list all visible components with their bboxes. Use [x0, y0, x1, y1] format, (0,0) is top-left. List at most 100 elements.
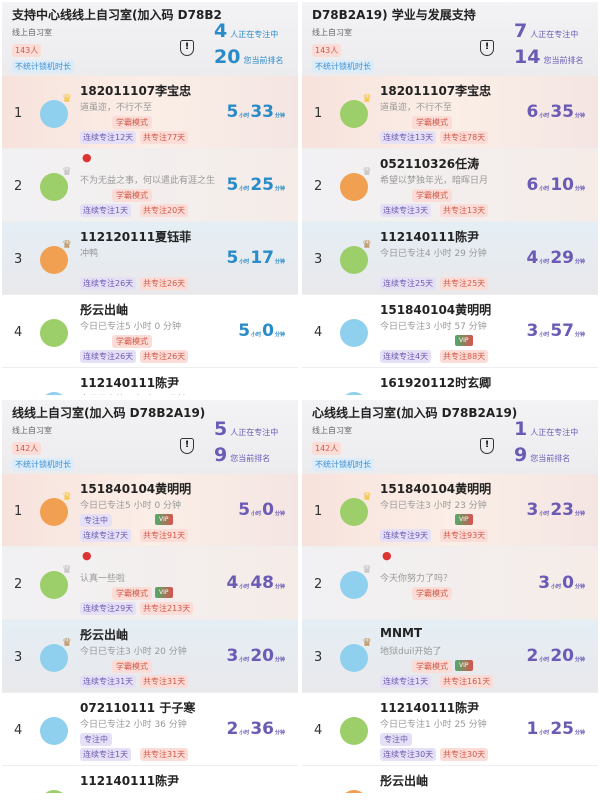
avatar[interactable] [340, 319, 368, 347]
avatar[interactable] [340, 717, 368, 745]
minute-unit: 分钟 [274, 332, 285, 338]
leaderboard-row[interactable]: 3 ♛ 112120111夏钰菲 冲鸭 连续专注26天 共专注26天 5小时17分钟 [2, 222, 298, 295]
rank-number: 1 [314, 106, 323, 121]
leaderboard-row[interactable]: 2 ♛ ● 今天你努力了吗？ 学霸模式 3小时0分钟 [302, 547, 598, 620]
tomato-icon: ● [82, 549, 92, 562]
shield-alert-icon[interactable]: ! [180, 40, 194, 56]
streak-badge: 连续专注26天 [80, 277, 137, 290]
avatar[interactable] [40, 100, 68, 128]
hours-value: 6 [526, 175, 539, 195]
leaderboard-row[interactable]: 2 ♛ 052110326任涛 希望以梦独年光，暗晖日月 学霸模式 连续专注3天 共专注13… [302, 149, 598, 222]
streak-badge: 连续专注25天 [380, 277, 437, 290]
leaderboard-row[interactable]: 4 151840104黄明明 今日已专注3 小时 57 分钟 VIP 连续专注4天 共专注… [302, 295, 598, 368]
user-status: 今日已专注5 小时 0 分钟 [80, 501, 182, 511]
my-rank: 9 您当前排名 [514, 444, 570, 466]
crown-icon: ♛ [62, 636, 72, 649]
leaderboard-row[interactable]: 1 ♛ 182011107李宝忠 道虽迩，不行不至 学霸模式 连续专注13天 共专注78天 6… [302, 76, 598, 149]
user-status: 今日已专注4 小时 29 分钟 [380, 249, 487, 259]
leaderboard-row[interactable]: 5彤云出岫 [302, 766, 598, 793]
leaderboard-row[interactable]: 4 彤云出岫 今日已专注5 小时 0 分钟 学霸模式 连续专注26天 共专注26天 5小时0… [2, 295, 298, 368]
member-count-badge[interactable]: 143人 [12, 44, 42, 57]
vip-badge: VIP [155, 514, 173, 525]
leaderboard-row[interactable]: 1 ♛ 151840104黄明明 今日已专注3 小时 23 分钟 VIP 连续专注9天 共专… [302, 474, 598, 547]
minute-unit: 分钟 [274, 186, 285, 192]
user-status: 道虽迩，不行不至 [380, 103, 453, 113]
shield-alert-icon[interactable]: ! [180, 438, 194, 454]
leaderboard-row[interactable]: 1 ♛ 182011107李宝忠 道虽迩，不行不至 学霸模式 连续专注12天 共专注77天 5… [2, 76, 298, 149]
leaderboard-row[interactable]: 3 ♛ 112140111陈尹 今日已专注4 小时 29 分钟 连续专注25天 共专注25… [302, 222, 598, 295]
avatar[interactable] [40, 319, 68, 347]
my-rank-label: 您当前排名 [543, 56, 584, 65]
streak-badge: 连续专注4天 [380, 350, 432, 363]
minute-unit: 分钟 [574, 730, 585, 736]
user-status: 今日已专注2 小时 36 分钟 [80, 720, 187, 730]
crown-icon: ♛ [62, 490, 72, 503]
leaderboard-row[interactable]: 5161920112时玄卿 [302, 368, 598, 395]
hour-unit: 小时 [239, 113, 250, 119]
user-status: 今日已专注3 小时 20 分钟 [80, 647, 187, 657]
user-status: 今日已专注3 小时 57 分钟 [380, 322, 487, 332]
leaderboard-row[interactable]: 2 ♛ ● 认真一些啦 学霸模式 VIP 连续专注29天 共专注213天 4小时48分钟 [2, 547, 298, 620]
avatar[interactable] [340, 571, 368, 599]
minutes-value: 23 [550, 500, 574, 520]
hours-value: 5 [226, 175, 239, 195]
avatar[interactable] [340, 100, 368, 128]
avatar[interactable] [340, 246, 368, 274]
crown-icon: ♛ [62, 165, 72, 178]
shield-alert-icon[interactable]: ! [480, 438, 494, 454]
study-mode-badge: 学霸模式 [112, 335, 152, 348]
study-mode-badge: 学霸模式 [412, 189, 452, 202]
leaderboard-row[interactable]: 3 ♛ MNMT 地狱duil开始了 学霸模式 VIP 连续专注1天 共专注161天 2小时20… [302, 620, 598, 693]
user-status: 今日已专注1 小时 25 分钟 [380, 720, 487, 730]
focusing-number: 4 [214, 20, 228, 42]
avatar[interactable] [40, 392, 68, 395]
leaderboard-row[interactable]: 4 072110111 于子寒 今日已专注2 小时 36 分钟 专注中 连续专注1天 共专… [2, 693, 298, 766]
avatar[interactable] [40, 790, 68, 793]
avatar[interactable] [40, 644, 68, 672]
leaderboard-row[interactable]: 3 ♛ 彤云出岫 今日已专注3 小时 20 分钟 学霸模式 连续专注31天 共专注31天 3小… [2, 620, 298, 693]
user-status: 冲鸭 [80, 249, 99, 259]
study-mode-badge: 学霸模式 [112, 660, 152, 673]
avatar[interactable] [40, 571, 68, 599]
member-count-badge[interactable]: 143人 [312, 44, 342, 57]
leaderboard-row[interactable]: 1 ♛ 151840104黄明明 今日已专注5 小时 0 分钟 专注中 VIP 连续专注7天… [2, 474, 298, 547]
focusing-count: 5 人正在专注中 [214, 418, 278, 440]
minute-unit: 分钟 [274, 584, 285, 590]
minutes-value: 48 [250, 573, 274, 593]
rank-number: 1 [314, 504, 323, 519]
leaderboard-row[interactable]: 2 ♛ ● 不为无益之事，何以遣此有涯之生 学霸模式 连续专注1天 共专注20天 5小时25分… [2, 149, 298, 222]
member-count-badge[interactable]: 142人 [312, 442, 342, 455]
hour-unit: 小时 [239, 259, 250, 265]
focusing-label: 人正在专注中 [230, 30, 279, 39]
avatar[interactable] [340, 498, 368, 526]
user-status: 今日已专注3 小时 23 分钟 [380, 501, 487, 511]
hours-value: 4 [226, 573, 239, 593]
member-count-badge[interactable]: 142人 [12, 442, 42, 455]
crown-icon: ♛ [62, 92, 72, 105]
my-rank-number: 9 [214, 444, 228, 466]
user-status: 地狱duil开始了 [380, 647, 442, 657]
crown-icon: ♛ [62, 563, 72, 576]
avatar[interactable] [340, 790, 368, 793]
shield-alert-icon[interactable]: ! [480, 40, 494, 56]
avatar[interactable] [340, 644, 368, 672]
total-days-badge: 共专注31天 [140, 748, 189, 761]
avatar[interactable] [40, 498, 68, 526]
leaderboard-row[interactable]: 4 112140111陈尹 今日已专注1 小时 25 分钟 专注中 连续专注30天 共专注… [302, 693, 598, 766]
hour-unit: 小时 [539, 259, 550, 265]
minute-unit: 分钟 [574, 186, 585, 192]
leaderboard-row[interactable]: 5112140111陈尹 [2, 766, 298, 793]
avatar[interactable] [40, 246, 68, 274]
avatar[interactable] [40, 717, 68, 745]
minute-unit: 分钟 [574, 657, 585, 663]
hours-value: 5 [238, 321, 251, 341]
hour-unit: 小时 [239, 657, 250, 663]
leaderboard-row[interactable]: 5112140111陈尹今日已专注4 小时 35 分钟 [2, 368, 298, 395]
user-name: 151840104黄明明 [380, 482, 492, 496]
avatar[interactable] [40, 173, 68, 201]
total-days-badge: 共专注20天 [140, 204, 189, 217]
avatar[interactable] [340, 173, 368, 201]
minute-unit: 分钟 [574, 584, 585, 590]
avatar[interactable] [340, 392, 368, 395]
rank-number: 3 [314, 650, 323, 665]
